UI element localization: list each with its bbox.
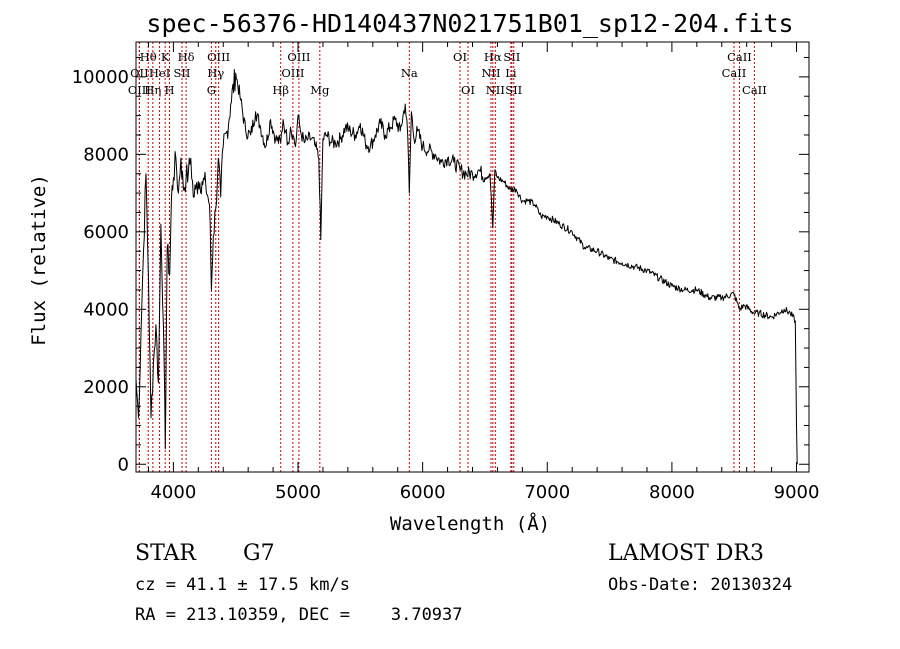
line-marker-label: SII	[503, 50, 520, 64]
y-tick-label: 4000	[83, 299, 129, 320]
y-tick-label: 8000	[83, 144, 129, 165]
survey-name: LAMOST DR3	[608, 541, 764, 566]
redshift-line: cz = 41.1 ± 17.5 km/s	[135, 575, 350, 595]
y-tick-label: 10000	[72, 67, 129, 88]
line-marker-label: Hη	[144, 83, 161, 97]
plot-frame	[135, 41, 810, 473]
line-marker-label: Hα	[484, 50, 502, 64]
line-marker-label: HeI	[149, 66, 170, 80]
object-class: STAR	[135, 541, 197, 566]
line-marker-label: SII	[174, 66, 191, 80]
y-tick-label: 0	[118, 454, 129, 475]
subclass: G7	[243, 541, 275, 566]
chart-title: spec-56376-HD140437N021751B01_sp12-204.f…	[146, 9, 793, 38]
emission-line-markers: Hθ OII OIII K H Hη HeI SII Hδ OIII Hγ G Hβ OIII OIII Mg…	[128, 42, 767, 472]
x-axis-label: Wavelength (Å)	[390, 512, 550, 535]
line-marker-label: OI	[453, 50, 467, 64]
line-marker-label: G	[207, 83, 216, 97]
y-tick-label: 2000	[83, 377, 129, 398]
line-marker-label: CaII	[722, 66, 747, 80]
line-marker-label: Mg	[310, 83, 330, 97]
spectrum-line	[135, 69, 798, 465]
line-marker-label: OI	[461, 83, 475, 97]
line-marker-label: OIII	[128, 83, 151, 97]
x-tick-label: 8000	[649, 482, 695, 503]
line-marker-label: H	[165, 83, 175, 97]
line-marker-label: Li	[505, 66, 517, 80]
line-marker-label: OII	[130, 66, 149, 80]
line-marker-label: OIII	[281, 66, 304, 80]
line-marker-label: Hδ	[178, 50, 195, 64]
line-marker-label: Hθ	[140, 50, 157, 64]
line-marker-label: CaII	[742, 83, 767, 97]
line-marker-label: Hγ	[207, 66, 224, 80]
spectrum-series	[135, 69, 798, 465]
line-marker-label: OIII	[207, 50, 230, 64]
obs-date: Obs-Date: 20130324	[608, 575, 792, 595]
y-tick-label: 6000	[83, 222, 129, 243]
ra-dec: RA = 213.10359, DEC = 3.70937	[135, 605, 463, 625]
line-marker-label: K	[161, 50, 170, 64]
y-axis: 0 2000 4000 6000 8000 10000	[72, 56, 809, 475]
line-marker-label: Hβ	[272, 83, 289, 97]
x-tick-label: 5000	[275, 482, 321, 503]
line-marker-label: CaII	[727, 50, 752, 64]
line-marker-label: NII	[486, 83, 505, 97]
x-tick-label: 6000	[400, 482, 446, 503]
y-axis-label: Flux (relative)	[28, 174, 50, 346]
x-axis: 4000 5000 6000 7000 8000 9000	[147, 42, 820, 503]
line-marker-label: Na	[401, 66, 418, 80]
x-tick-label: 9000	[774, 482, 820, 503]
line-marker-label: NII	[481, 66, 500, 80]
x-tick-label: 7000	[524, 482, 570, 503]
line-marker-label: OIII	[287, 50, 310, 64]
x-tick-label: 4000	[150, 482, 196, 503]
line-marker-label: SII	[505, 83, 522, 97]
